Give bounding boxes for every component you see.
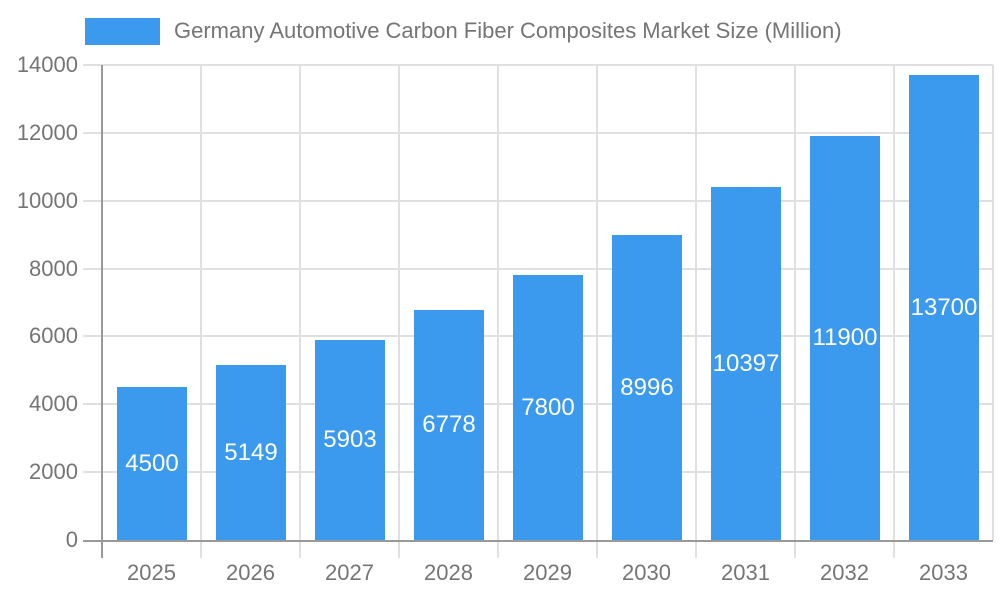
x-axis-tick-label: 2028 xyxy=(424,560,473,585)
legend-item[interactable]: Germany Automotive Carbon Fiber Composit… xyxy=(85,16,842,46)
bar[interactable]: 4500 xyxy=(117,387,187,540)
x-axis-tick xyxy=(398,542,400,558)
x-axis-tick-label: 2030 xyxy=(622,560,671,585)
y-axis-line xyxy=(101,65,103,558)
bar[interactable]: 6778 xyxy=(414,310,484,540)
y-gridline xyxy=(83,267,993,270)
x-axis-line xyxy=(83,540,993,542)
y-axis-tick-label: 2000 xyxy=(29,459,78,485)
x-axis-tick-label: 2026 xyxy=(226,560,275,585)
bar[interactable]: 11900 xyxy=(810,136,880,540)
x-gridline xyxy=(992,65,994,540)
y-axis-tick-label: 12000 xyxy=(16,119,78,145)
x-gridline xyxy=(398,65,400,540)
x-axis-tick xyxy=(596,542,598,558)
x-axis-tick-label: 2033 xyxy=(919,560,968,585)
x-axis-tick-label: 2025 xyxy=(127,560,176,585)
legend-label: Germany Automotive Carbon Fiber Composit… xyxy=(174,18,842,43)
y-axis-tick-label: 8000 xyxy=(29,255,78,281)
x-axis-tick-label: 2029 xyxy=(523,560,572,585)
bar[interactable]: 5903 xyxy=(315,340,385,540)
y-axis-tick-label: 10000 xyxy=(16,187,78,213)
x-gridline xyxy=(794,65,796,540)
bar-value-label: 5149 xyxy=(224,438,278,466)
bar[interactable]: 7800 xyxy=(513,275,583,540)
bar[interactable]: 13700 xyxy=(909,75,979,540)
bar[interactable]: 10397 xyxy=(711,187,781,540)
x-axis-tick xyxy=(893,542,895,558)
bar[interactable]: 5149 xyxy=(216,365,286,540)
y-axis-tick-label: 6000 xyxy=(29,323,78,349)
x-axis-tick-label: 2027 xyxy=(325,560,374,585)
x-gridline xyxy=(695,65,697,540)
y-gridline xyxy=(83,64,993,66)
y-axis-tick-label: 14000 xyxy=(16,52,78,77)
bar-value-label: 13700 xyxy=(910,293,978,321)
bar[interactable]: 8996 xyxy=(612,235,682,540)
bar-value-label: 10397 xyxy=(712,349,780,377)
x-axis-tick xyxy=(695,542,697,558)
bar-value-label: 6778 xyxy=(422,411,476,438)
x-gridline xyxy=(200,65,202,540)
bar-value-label: 11900 xyxy=(812,324,878,351)
y-gridline xyxy=(83,131,993,134)
bar-value-label: 5903 xyxy=(323,426,377,453)
legend-swatch xyxy=(85,17,160,45)
x-axis-tick xyxy=(299,542,301,558)
bar-value-label: 4500 xyxy=(125,449,179,477)
x-axis-tick xyxy=(497,542,499,558)
y-gridline xyxy=(83,199,993,202)
x-axis-tick-label: 2032 xyxy=(820,560,869,585)
x-axis-tick xyxy=(200,542,202,558)
x-gridline xyxy=(299,65,301,540)
y-axis-tick-label: 4000 xyxy=(29,391,78,417)
x-gridline xyxy=(893,65,895,540)
x-axis-tick xyxy=(794,542,796,558)
x-axis-tick-label: 2031 xyxy=(721,560,770,585)
bar-value-label: 8996 xyxy=(620,373,674,401)
y-axis-tick-label: 0 xyxy=(65,527,78,552)
x-gridline xyxy=(497,65,499,540)
x-gridline xyxy=(596,65,598,540)
bar-value-label: 7800 xyxy=(521,393,575,421)
